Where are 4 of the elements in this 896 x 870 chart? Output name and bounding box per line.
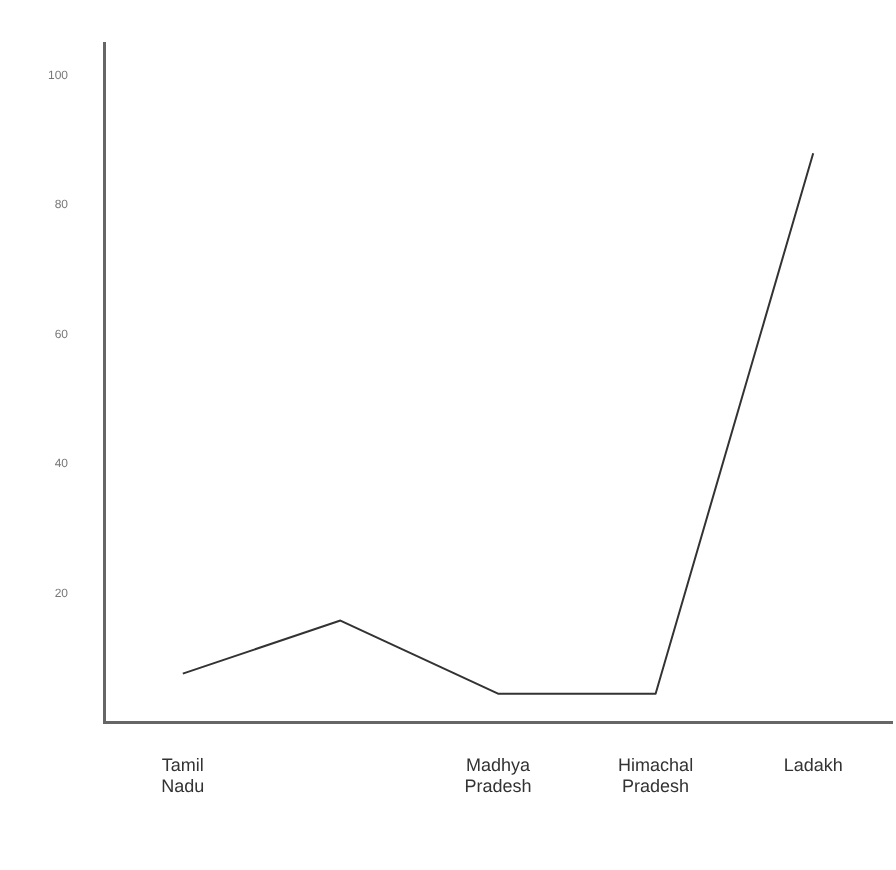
x-tick-label: Himachal Pradesh bbox=[618, 754, 694, 797]
x-tick-label: Madhya Pradesh bbox=[464, 754, 532, 797]
x-tick-label: Ladakh bbox=[783, 754, 843, 775]
x-tick-label: Tamil Nadu bbox=[161, 754, 205, 797]
